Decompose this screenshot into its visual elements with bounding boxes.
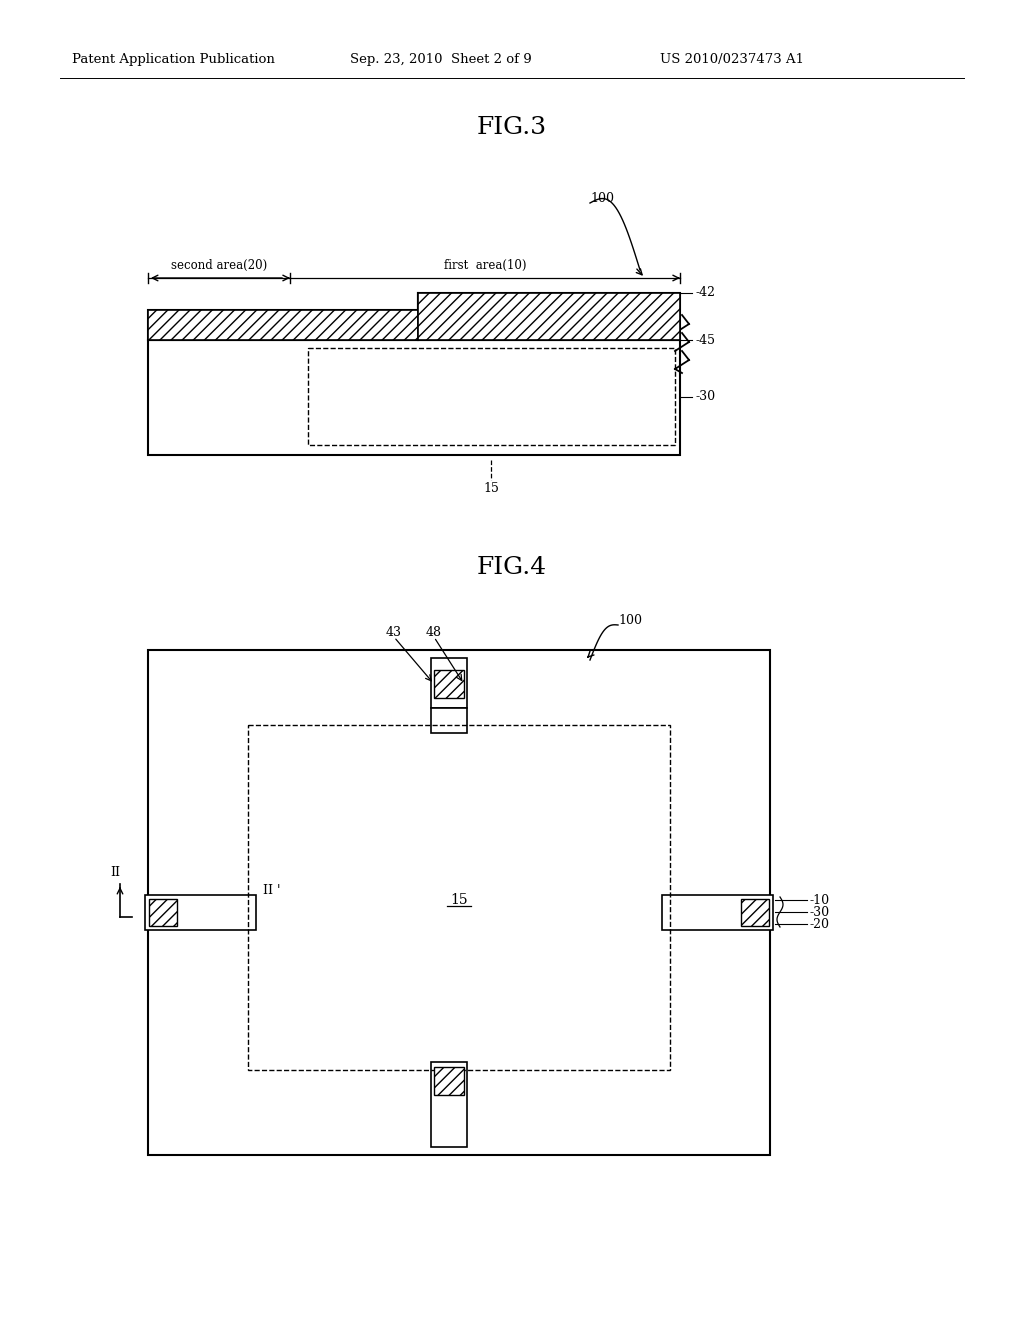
Text: FIG.4: FIG.4 [477, 557, 547, 579]
Bar [662, 895, 773, 931]
Text: II ': II ' [263, 883, 281, 896]
Bar [431, 708, 467, 733]
Text: US 2010/0237473 A1: US 2010/0237473 A1 [660, 54, 804, 66]
Text: Patent Application Publication: Patent Application Publication [72, 54, 274, 66]
Bar [148, 310, 418, 341]
Text: II: II [110, 866, 120, 879]
Bar [145, 895, 256, 931]
Text: 15: 15 [451, 894, 468, 907]
Bar [434, 671, 464, 698]
Text: first  area(10): first area(10) [443, 259, 526, 272]
Bar [148, 310, 418, 341]
Bar [431, 1063, 467, 1147]
Bar [418, 293, 680, 341]
Bar [308, 348, 675, 445]
Bar [741, 899, 769, 927]
Text: -30: -30 [695, 391, 715, 404]
Text: second area(20): second area(20) [171, 259, 267, 272]
Bar [148, 341, 680, 455]
Text: 48: 48 [426, 626, 442, 639]
Text: -30: -30 [810, 906, 830, 919]
Text: FIG.3: FIG.3 [477, 116, 547, 140]
Text: 100: 100 [618, 614, 642, 627]
Bar [150, 899, 177, 927]
Text: 15: 15 [483, 482, 499, 495]
Text: -10: -10 [810, 894, 830, 907]
Text: -20: -20 [810, 917, 830, 931]
Bar [434, 1067, 464, 1096]
Text: 43: 43 [386, 626, 402, 639]
Bar [418, 293, 680, 341]
Bar [431, 657, 467, 708]
Text: -42: -42 [695, 286, 715, 300]
Text: Sep. 23, 2010  Sheet 2 of 9: Sep. 23, 2010 Sheet 2 of 9 [350, 54, 531, 66]
Bar [148, 649, 770, 1155]
Text: -45: -45 [695, 334, 715, 346]
Bar [248, 725, 670, 1071]
Text: 100: 100 [590, 191, 614, 205]
